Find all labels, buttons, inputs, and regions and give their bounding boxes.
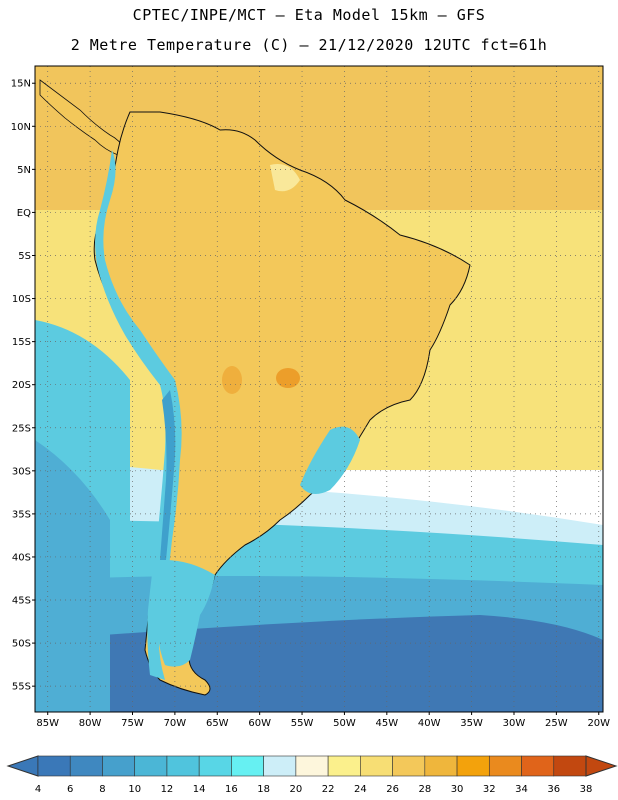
lon-label: 55W xyxy=(291,718,314,729)
lon-label: 50W xyxy=(333,718,356,729)
colorbar-swatch xyxy=(263,755,297,777)
colorbar-value-label: 32 xyxy=(483,784,496,795)
lat-label: 10S xyxy=(12,294,31,305)
lon-label: 20W xyxy=(587,718,610,729)
colorbar-swatch xyxy=(134,755,168,777)
lon-label: 45W xyxy=(376,718,399,729)
lat-label: 5N xyxy=(17,165,31,176)
colorbar-swatch xyxy=(327,755,361,777)
lon-label: 40W xyxy=(418,718,441,729)
colorbar-swatch xyxy=(231,755,264,777)
longitude-labels: 85W 80W 75W 70W 65W 60W 55W 50W 45W 40W 35W 30W 25W 2… xyxy=(36,712,610,729)
title-line-2: 2 Metre Temperature (C) – 21/12/2020 12U… xyxy=(70,36,548,54)
lat-label: 50S xyxy=(12,639,31,650)
colorbar-value-label: 26 xyxy=(386,784,399,795)
lat-label: 20S xyxy=(12,380,31,391)
andes-high xyxy=(160,390,176,560)
colorbar-swatch xyxy=(166,755,200,777)
hot-spot-chaco xyxy=(222,366,242,394)
colorbar-swatch xyxy=(37,755,71,777)
colorbar-value-label: 38 xyxy=(580,784,593,795)
colorbar-value-label: 30 xyxy=(451,784,464,795)
lat-label: EQ xyxy=(17,208,31,219)
lon-label: 80W xyxy=(79,718,102,729)
lon-label: 85W xyxy=(36,718,59,729)
colorbar-value-label: 14 xyxy=(193,784,206,795)
lat-label: 15S xyxy=(12,337,31,348)
colorbar-value-label: 24 xyxy=(354,784,367,795)
map-frame xyxy=(34,65,604,713)
colorbar-value-label: 16 xyxy=(225,784,238,795)
andes-range xyxy=(95,150,182,680)
ocean-mid-west xyxy=(35,440,110,712)
colorbar-swatch xyxy=(360,755,393,777)
lon-label: 30W xyxy=(503,718,526,729)
colorbar-value-label: 34 xyxy=(515,784,528,795)
colorbar-high-arrow xyxy=(585,755,618,777)
colorbar-swatch xyxy=(392,755,426,777)
colorbar-value-label: 18 xyxy=(257,784,270,795)
colorbar-swatch xyxy=(488,755,522,777)
colorbar-swatch xyxy=(424,755,458,777)
colorbar: 4 6 8 10 12 14 16 18 20 22 24 26 28 30 32 34 36 38 xyxy=(6,755,618,795)
hot-spot-pantanal xyxy=(276,368,300,388)
colorbar-value-label: 28 xyxy=(418,784,431,795)
colorbar-value-label: 20 xyxy=(290,784,303,795)
lon-label: 35W xyxy=(460,718,483,729)
colorbar-value-label: 22 xyxy=(322,784,335,795)
lat-label: 40S xyxy=(12,552,31,563)
colorbar-swatch xyxy=(553,755,587,777)
lat-label: 55S xyxy=(12,682,31,693)
lon-label: 70W xyxy=(164,718,187,729)
colorbar-swatch xyxy=(456,755,490,777)
lat-label: 45S xyxy=(12,596,31,607)
lat-label: 15N xyxy=(11,79,31,90)
lon-label: 25W xyxy=(545,718,568,729)
south-brazil-cool xyxy=(300,426,360,494)
lon-label: 65W xyxy=(206,718,229,729)
colorbar-value-label: 10 xyxy=(128,784,141,795)
patagonia xyxy=(157,560,215,667)
lat-label: 10N xyxy=(11,122,31,133)
colorbar-swatch xyxy=(198,755,232,777)
lon-label: 75W xyxy=(121,718,144,729)
colorbar-swatch xyxy=(521,755,555,777)
colorbar-value-label: 12 xyxy=(161,784,174,795)
colorbar-value-label: 8 xyxy=(99,784,105,795)
colorbar-swatch xyxy=(102,755,136,777)
latitude-labels: 15N 10N 5N EQ 5S 10S 15S 20S 25S 30S 35S 40S 45S 50S 5… xyxy=(11,79,35,693)
colorbar-value-label: 4 xyxy=(35,784,41,795)
colorbar-value-label: 36 xyxy=(547,784,560,795)
lat-label: 35S xyxy=(12,509,31,520)
lat-label: 30S xyxy=(12,466,31,477)
colorbar-swatch xyxy=(69,755,103,777)
map-field xyxy=(35,66,603,712)
northeast-mild xyxy=(270,164,300,192)
colorbar-low-arrow xyxy=(6,755,39,777)
lat-label: 5S xyxy=(18,251,31,262)
lon-label: 60W xyxy=(248,718,271,729)
colorbar-value-label: 6 xyxy=(67,784,73,795)
lat-label: 25S xyxy=(12,423,31,434)
colorbar-swatch xyxy=(295,755,329,777)
title-line-1: CPTEC/INPE/MCT – Eta Model 15km – GFS xyxy=(132,6,486,24)
